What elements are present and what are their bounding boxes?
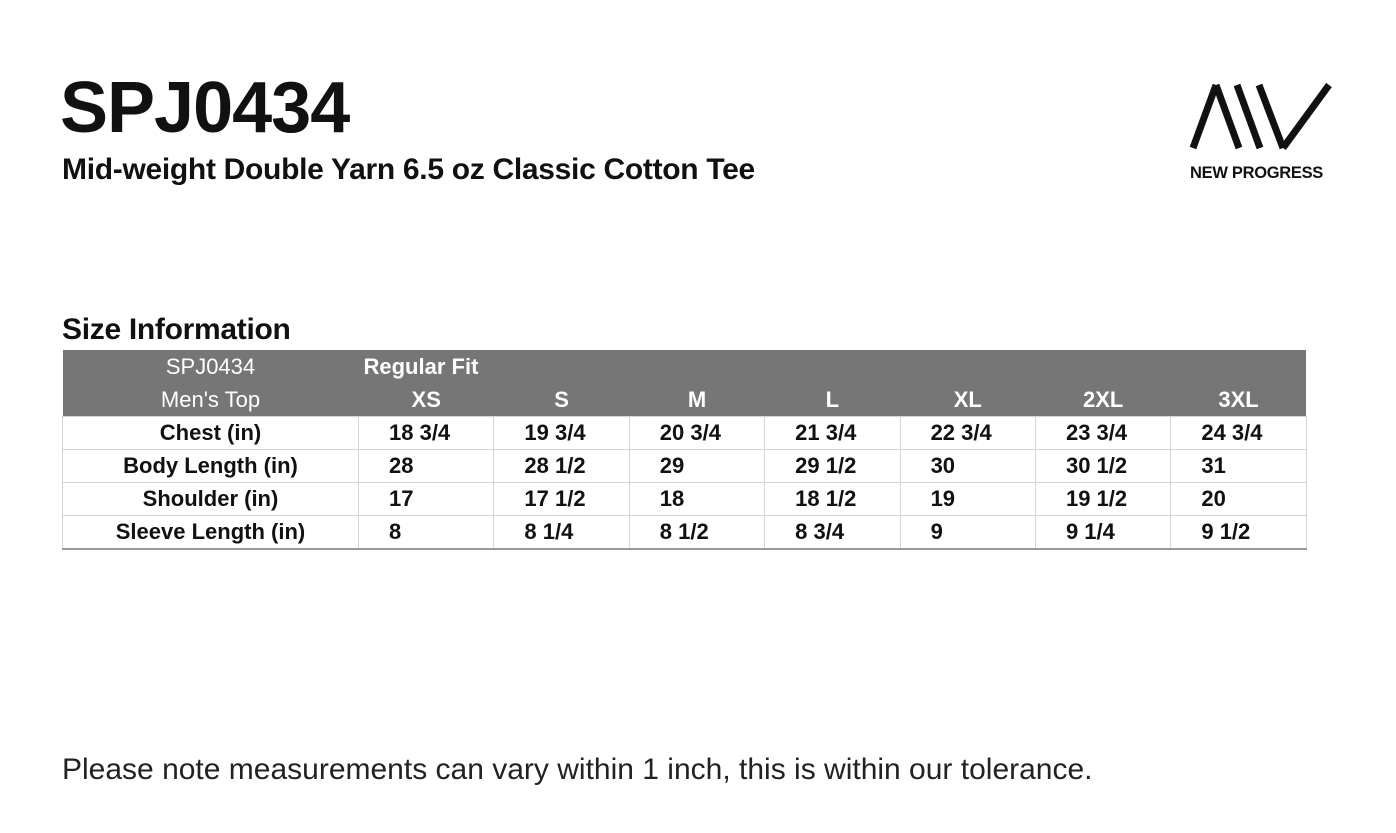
size-value: 24 3/4 [1170, 416, 1307, 450]
size-value: 19 [899, 482, 1036, 516]
brand-name: NEW PROGRESS [1190, 164, 1324, 182]
size-value: 8 1/2 [628, 515, 766, 550]
header-fit: Regular Fit [363, 353, 479, 379]
size-value: 18 3/4 [357, 416, 495, 450]
size-value: 18 [628, 482, 766, 516]
size-header: XS [411, 386, 441, 412]
size-value: 20 3/4 [628, 416, 766, 450]
size-value: 28 1/2 [493, 449, 630, 483]
size-value: 9 1/2 [1170, 515, 1307, 550]
size-value: 8 1/4 [493, 515, 630, 550]
table-row: Shoulder (in) 17 17 1/2 18 18 1/2 19 19 1/2 20 [62, 482, 1307, 516]
table-row: Chest (in) 18 3/4 19 3/4 20 3/4 21 3/4 22 3/4… [62, 416, 1307, 450]
header-category: Men's Top [160, 386, 261, 412]
size-value: 23 3/4 [1034, 416, 1172, 450]
size-value: 28 [357, 449, 495, 483]
size-value: 22 3/4 [899, 416, 1036, 450]
size-value: 30 1/2 [1034, 449, 1172, 483]
size-value: 8 [357, 515, 495, 550]
section-title: Size Information [62, 313, 291, 346]
size-value: 18 1/2 [764, 482, 901, 516]
tolerance-note: Please note measurements can vary within… [62, 753, 1093, 786]
row-label: Sleeve Length (in) [62, 515, 359, 550]
table-header-row-1: SPJ0434 Regular Fit [62, 350, 1307, 383]
size-value: 19 1/2 [1034, 482, 1172, 516]
table-header-row-2: Men's Top XS S M L XL 2XL 3XL [62, 383, 1307, 417]
product-code: SPJ0434 [60, 68, 350, 148]
size-header: 2XL [1082, 386, 1124, 412]
size-value: 31 [1170, 449, 1307, 483]
size-value: 9 [899, 515, 1036, 550]
size-header: 3XL [1218, 386, 1259, 412]
row-label: Body Length (in) [62, 449, 359, 483]
table-row: Sleeve Length (in) 8 8 1/4 8 1/2 8 3/4 9 9 1/4… [62, 515, 1307, 550]
size-table: SPJ0434 Regular Fit Men's Top XS S M L XL 2XL… [62, 350, 1307, 550]
table-row: Body Length (in) 28 28 1/2 29 29 1/2 30 30 1/2… [62, 449, 1307, 483]
size-value: 17 1/2 [493, 482, 630, 516]
row-label: Chest (in) [62, 416, 359, 450]
size-value: 29 1/2 [764, 449, 901, 483]
size-header: M [687, 386, 707, 412]
row-label: Shoulder (in) [62, 482, 359, 516]
size-value: 17 [357, 482, 495, 516]
size-header: L [825, 386, 840, 412]
size-value: 29 [628, 449, 766, 483]
size-value: 30 [899, 449, 1036, 483]
size-header: S [554, 386, 569, 412]
size-value: 8 3/4 [764, 515, 901, 550]
aw-stripes-logo-icon [1189, 82, 1332, 150]
size-value: 21 3/4 [764, 416, 901, 450]
size-header: XL [953, 386, 982, 412]
product-subtitle: Mid-weight Double Yarn 6.5 oz Classic Co… [62, 153, 755, 186]
size-value: 20 [1170, 482, 1307, 516]
size-value: 9 1/4 [1034, 515, 1172, 550]
size-value: 19 3/4 [493, 416, 630, 450]
header-code: SPJ0434 [165, 353, 256, 379]
